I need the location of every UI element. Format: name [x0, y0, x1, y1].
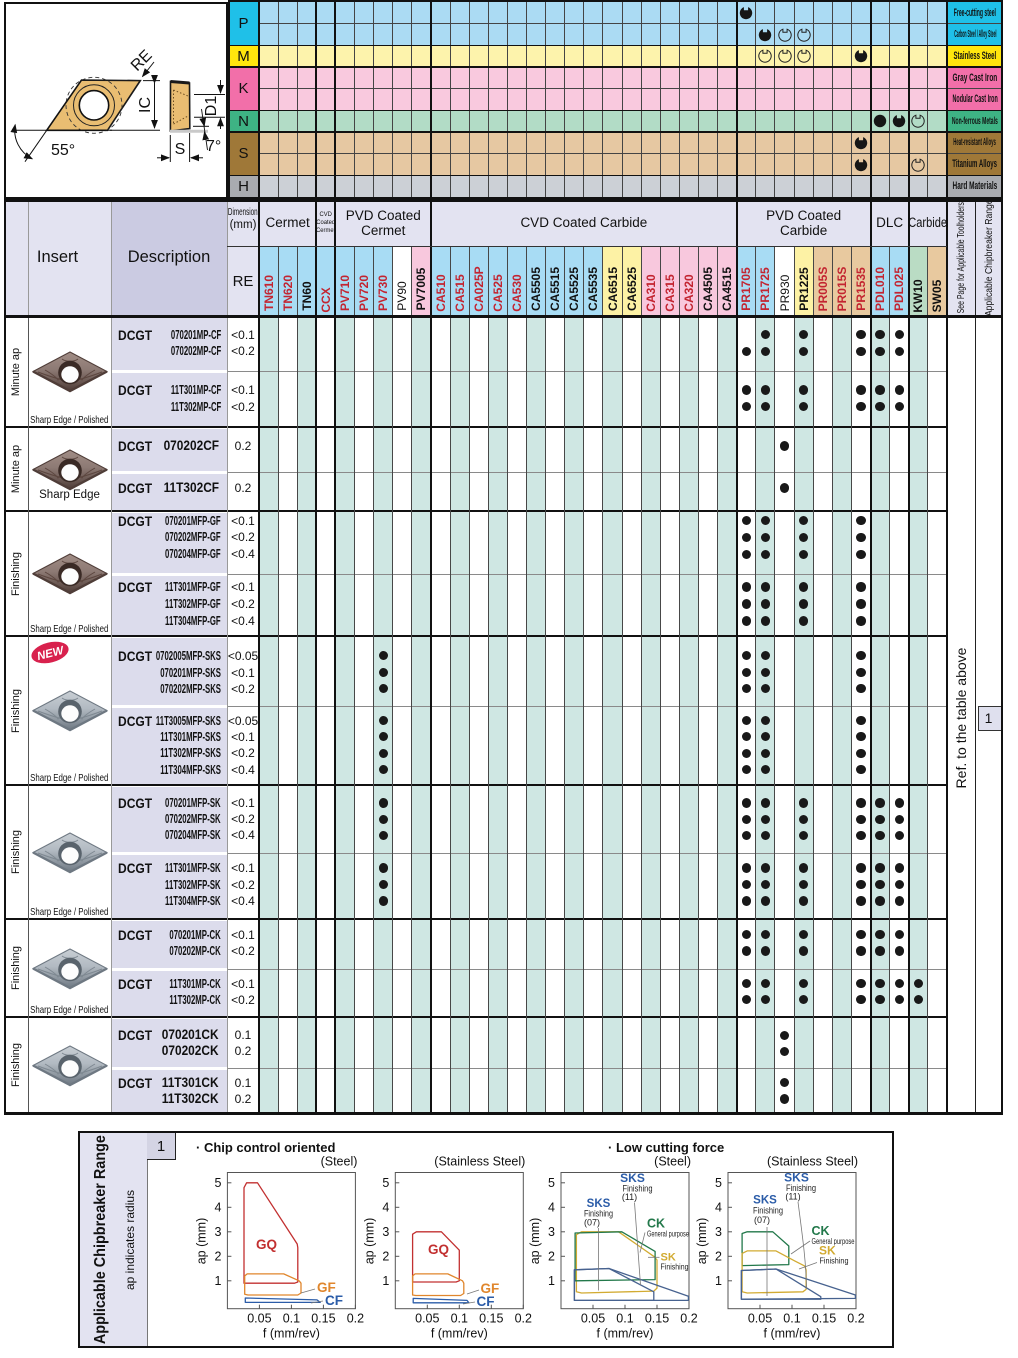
svg-text:SKS: SKS	[753, 1195, 777, 1207]
svg-text:0.2: 0.2	[847, 1312, 864, 1326]
svg-text:0.1: 0.1	[283, 1312, 300, 1326]
svg-text:(Steel): (Steel)	[654, 1155, 691, 1169]
svg-text:(07): (07)	[584, 1218, 600, 1228]
svg-text:0.1: 0.1	[451, 1312, 468, 1326]
svg-text:2: 2	[214, 1249, 221, 1263]
svg-text:0.05: 0.05	[748, 1312, 772, 1326]
svg-text:0.15: 0.15	[479, 1312, 503, 1326]
svg-text:Finishing: Finishing	[661, 1261, 689, 1271]
svg-text:4: 4	[382, 1200, 389, 1214]
svg-text:SKS: SKS	[587, 1198, 611, 1210]
svg-text:0.1: 0.1	[616, 1312, 633, 1326]
svg-text:(11): (11)	[622, 1192, 637, 1202]
svg-text:4: 4	[715, 1200, 722, 1214]
svg-text:3: 3	[382, 1225, 389, 1239]
svg-text:Finishing: Finishing	[820, 1256, 849, 1266]
svg-text:5: 5	[382, 1176, 389, 1190]
svg-text:GQ: GQ	[428, 1242, 449, 1257]
svg-text:Finishing: Finishing	[584, 1209, 613, 1219]
svg-text:f (mm/rev): f (mm/rev)	[263, 1327, 320, 1341]
svg-text:Finishing: Finishing	[786, 1183, 816, 1193]
svg-text:0.2: 0.2	[515, 1312, 532, 1326]
svg-text:f (mm/rev): f (mm/rev)	[431, 1327, 488, 1341]
svg-text:55°: 55°	[51, 142, 75, 159]
svg-text:3: 3	[214, 1225, 221, 1239]
svg-text:1: 1	[382, 1274, 389, 1288]
svg-text:SKS: SKS	[784, 1171, 809, 1185]
svg-text:5: 5	[214, 1176, 221, 1190]
svg-text:(Stainless Steel): (Stainless Steel)	[767, 1155, 858, 1169]
svg-text:CK: CK	[647, 1217, 665, 1231]
svg-text:0.15: 0.15	[311, 1312, 335, 1326]
svg-text:ap (mm): ap (mm)	[528, 1218, 542, 1265]
svg-text:ap (mm): ap (mm)	[695, 1218, 709, 1265]
svg-text:IC: IC	[137, 97, 154, 113]
svg-text:SKS: SKS	[620, 1171, 645, 1185]
svg-text:5: 5	[548, 1176, 555, 1190]
svg-text:5: 5	[715, 1176, 722, 1190]
svg-text:0.05: 0.05	[247, 1312, 271, 1326]
svg-text:General purpose: General purpose	[812, 1237, 855, 1246]
svg-text:4: 4	[214, 1200, 221, 1214]
svg-text:(Steel): (Steel)	[321, 1155, 358, 1169]
svg-text:GQ: GQ	[256, 1237, 277, 1252]
svg-text:ap (mm): ap (mm)	[194, 1218, 208, 1265]
svg-text:2: 2	[715, 1249, 722, 1263]
svg-text:1: 1	[214, 1274, 221, 1288]
svg-text:Finishing: Finishing	[623, 1184, 653, 1194]
svg-text:3: 3	[715, 1225, 722, 1239]
svg-text:CF: CF	[477, 1294, 495, 1309]
svg-text:0.05: 0.05	[415, 1312, 439, 1326]
svg-text:GF: GF	[481, 1281, 500, 1296]
svg-text:0.1: 0.1	[783, 1312, 800, 1326]
svg-text:1: 1	[715, 1274, 722, 1288]
svg-text:CF: CF	[325, 1293, 343, 1308]
svg-text:SK: SK	[819, 1244, 836, 1258]
svg-text:0.05: 0.05	[581, 1312, 605, 1326]
svg-text:(Stainless Steel): (Stainless Steel)	[434, 1155, 525, 1169]
svg-text:CK: CK	[812, 1224, 830, 1238]
svg-text:D1: D1	[203, 96, 220, 117]
svg-text:GF: GF	[317, 1280, 336, 1295]
svg-text:7°: 7°	[206, 138, 221, 155]
svg-text:4: 4	[548, 1200, 555, 1214]
svg-text:0.15: 0.15	[812, 1312, 836, 1326]
svg-text:3: 3	[548, 1225, 555, 1239]
svg-text:S: S	[175, 141, 186, 158]
svg-text:Finishing: Finishing	[753, 1206, 783, 1216]
svg-text:0.2: 0.2	[347, 1312, 364, 1326]
svg-text:1: 1	[548, 1274, 555, 1288]
svg-text:0.15: 0.15	[645, 1312, 669, 1326]
svg-text:f (mm/rev): f (mm/rev)	[764, 1327, 821, 1341]
svg-text:ap (mm): ap (mm)	[362, 1218, 376, 1265]
svg-text:2: 2	[548, 1249, 555, 1263]
svg-text:0.2: 0.2	[680, 1312, 697, 1326]
svg-text:f (mm/rev): f (mm/rev)	[597, 1327, 654, 1341]
svg-text:(11): (11)	[785, 1192, 800, 1202]
svg-text:General purpose: General purpose	[647, 1229, 689, 1238]
svg-text:2: 2	[382, 1249, 389, 1263]
svg-text:(07): (07)	[754, 1215, 770, 1225]
svg-text:SK: SK	[661, 1252, 676, 1264]
